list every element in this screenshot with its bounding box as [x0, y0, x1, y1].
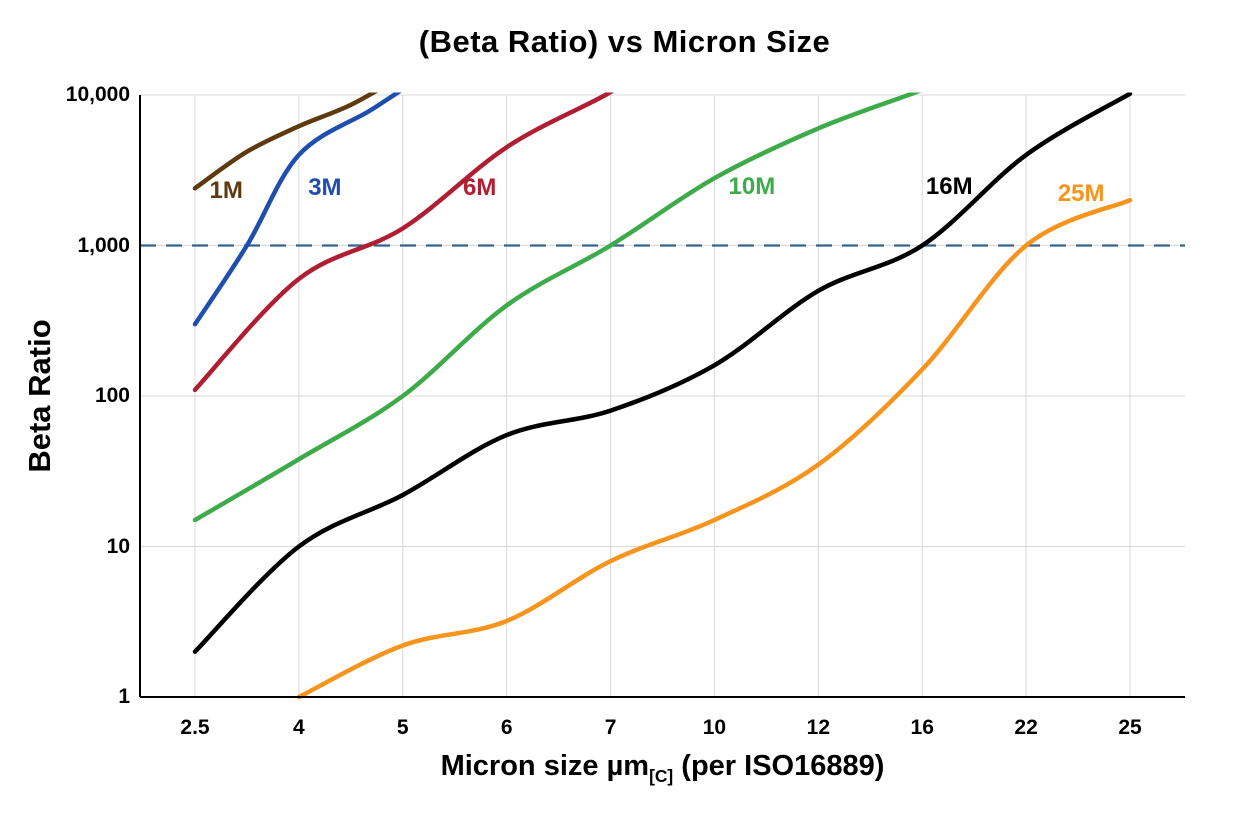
series-line-6M: [192, 92, 615, 393]
x-axis-title-main: Micron size µm: [440, 750, 650, 782]
series-line-10M: [192, 92, 922, 523]
chart-title: (Beta Ratio) vs Micron Size: [418, 24, 831, 59]
series-line-3M: [192, 92, 402, 327]
y-axis-title: Beta Ratio: [22, 319, 57, 473]
series-line-25M: [296, 197, 1133, 700]
gridlines: [140, 94, 1185, 697]
series-line-1M: [192, 92, 379, 191]
x-axis-title-suffix: (per ISO16889): [673, 750, 885, 782]
series-curves: [192, 92, 1133, 700]
x-axis-title-subscript: [C]: [649, 765, 674, 786]
x-axis-title: Micron size µm[C] (per ISO16889): [140, 750, 1185, 787]
series-line-16M: [192, 92, 1133, 654]
